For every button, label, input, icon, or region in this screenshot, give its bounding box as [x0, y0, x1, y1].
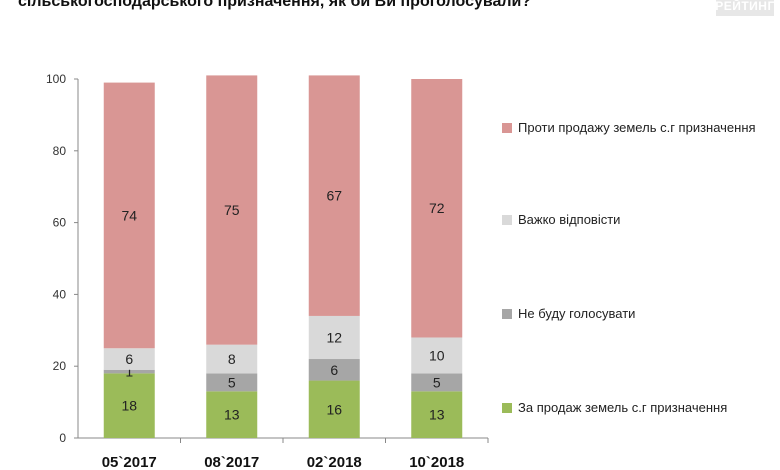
stacked-bar-chart: 02040608010018167405`201713587508`201716… [46, 72, 489, 470]
data-label-against: 72 [429, 200, 445, 216]
legend-swatch [502, 122, 512, 133]
y-tick-label: 60 [53, 216, 67, 230]
bar-segment-hard [308, 315, 360, 360]
legend-item-not_vote: Не буду голосувати [502, 306, 635, 321]
data-label-for: 16 [326, 401, 342, 417]
bar-segment-against [411, 79, 463, 338]
x-tick-label: 05`2017 [102, 454, 157, 470]
data-label-hard: 12 [326, 329, 342, 345]
legend-item-against: Проти продажу земель с.г призначення [502, 120, 756, 135]
legend-label: За продаж земель с.г призначення [518, 400, 728, 415]
chart-legend: Проти продажу земель с.г призначення Важк… [502, 0, 780, 470]
y-tick-label: 100 [46, 72, 66, 86]
y-tick-label: 0 [59, 431, 66, 445]
bar-segment-not_vote [206, 373, 258, 392]
data-label-hard: 6 [125, 351, 133, 367]
data-label-hard: 10 [429, 347, 445, 363]
data-label-not_vote: 1 [125, 364, 133, 380]
data-label-not_vote: 5 [433, 374, 441, 390]
bar-segment-hard [411, 337, 463, 374]
bar-segment-against [206, 75, 258, 345]
bar-segment-for [411, 391, 463, 438]
y-tick-label: 80 [53, 144, 67, 158]
bar-segment-hard [206, 344, 258, 374]
data-label-for: 13 [429, 407, 445, 423]
x-tick-label: 02`2018 [307, 454, 362, 470]
bar-segment-against [308, 75, 360, 316]
legend-label: Не буду голосувати [518, 306, 636, 321]
y-tick-label: 40 [53, 287, 67, 301]
data-label-not_vote: 6 [330, 362, 338, 378]
legend-item-hard: Важко відповісти [502, 212, 620, 227]
data-label-against: 74 [121, 207, 137, 223]
x-tick-label: 08`2017 [204, 454, 259, 470]
data-label-not_vote: 5 [228, 374, 236, 390]
bar-segment-for [308, 380, 360, 438]
data-label-for: 18 [121, 398, 137, 414]
data-label-against: 67 [326, 188, 342, 204]
data-label-against: 75 [224, 202, 240, 218]
legend-item-for: За продаж земель с.г призначення [502, 400, 727, 415]
bar-segment-not_vote [103, 369, 155, 374]
x-tick-label: 10`2018 [409, 454, 464, 470]
data-label-hard: 8 [228, 351, 236, 367]
legend-swatch [502, 402, 512, 413]
data-label-for: 13 [224, 407, 240, 423]
legend-swatch [502, 214, 512, 225]
legend-label: Проти продажу земель с.г призначення [518, 120, 756, 135]
bar-segment-not_vote [308, 359, 360, 381]
bar-segment-not_vote [411, 373, 463, 392]
legend-label: Важко відповісти [518, 212, 621, 227]
brand-logo: РЕЙТИНГ [715, 0, 774, 16]
y-tick-label: 20 [53, 359, 67, 373]
chart-title: сільськогосподарського призначення, як б… [18, 0, 532, 10]
bar-segment-for [206, 391, 258, 438]
legend-swatch [502, 308, 512, 319]
bar-segment-against [103, 82, 155, 349]
bar-segment-for [103, 373, 155, 438]
bar-segment-hard [103, 348, 155, 370]
